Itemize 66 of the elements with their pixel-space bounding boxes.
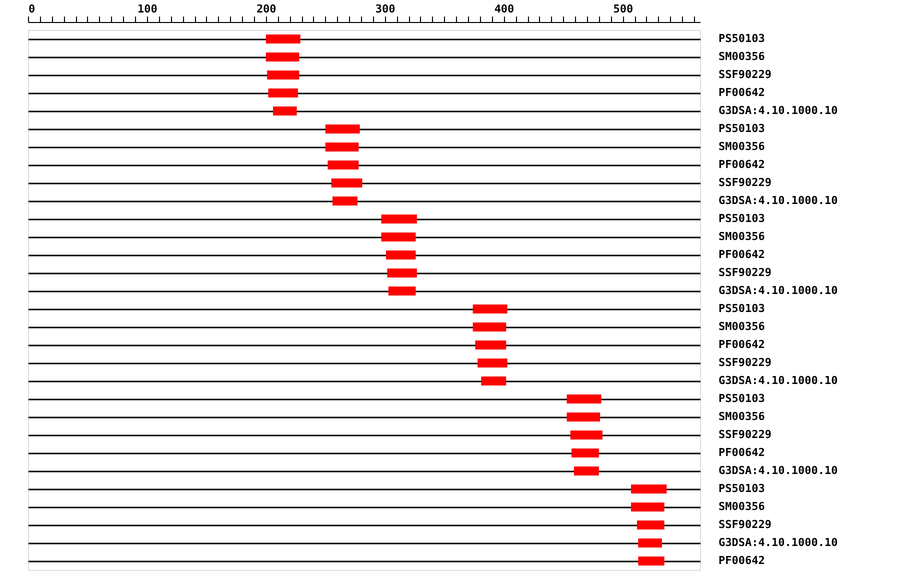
x-tick-label: 0 bbox=[28, 2, 36, 16]
y-tick-label: PF00642 bbox=[718, 248, 765, 261]
y-tick-label: PS50103 bbox=[718, 392, 765, 405]
y-tick-label: PS50103 bbox=[718, 482, 765, 495]
y-tick-label: G3DSA:4.10.1000.10 bbox=[718, 536, 838, 549]
y-tick-label: G3DSA:4.10.1000.10 bbox=[718, 194, 838, 207]
y-tick-label: PF00642 bbox=[718, 86, 765, 99]
bar bbox=[325, 142, 359, 152]
bar bbox=[266, 34, 300, 44]
bar bbox=[381, 214, 417, 224]
bar bbox=[273, 106, 297, 116]
bar bbox=[472, 322, 506, 332]
bar bbox=[325, 124, 360, 134]
y-tick-label: PF00642 bbox=[718, 554, 765, 567]
y-tick-label: G3DSA:4.10.1000.10 bbox=[718, 284, 838, 297]
bar bbox=[388, 286, 416, 296]
bar bbox=[328, 160, 359, 170]
y-tick-label: SSF90229 bbox=[718, 518, 772, 531]
bar bbox=[481, 376, 506, 386]
bar bbox=[472, 304, 508, 314]
y-tick-label: SSF90229 bbox=[718, 356, 772, 369]
bar bbox=[267, 70, 300, 80]
y-tick-label: SM00356 bbox=[718, 320, 766, 333]
bar bbox=[387, 268, 417, 278]
y-tick-label: SM00356 bbox=[718, 50, 766, 63]
y-tick-label: SM00356 bbox=[718, 410, 766, 423]
bar bbox=[332, 196, 358, 206]
bar bbox=[631, 484, 667, 494]
x-tick-label: 400 bbox=[494, 2, 514, 16]
bar bbox=[381, 232, 416, 242]
y-tick-label: PS50103 bbox=[718, 212, 765, 225]
y-tick-label: G3DSA:4.10.1000.10 bbox=[718, 104, 838, 117]
y-tick-label: SSF90229 bbox=[718, 428, 772, 441]
bar bbox=[572, 448, 599, 458]
x-tick-label: 500 bbox=[613, 2, 634, 16]
y-tick-label: G3DSA:4.10.1000.10 bbox=[718, 374, 838, 387]
y-tick-label: PF00642 bbox=[718, 446, 765, 459]
x-tick-label: 200 bbox=[256, 2, 276, 16]
y-tick-label: PF00642 bbox=[718, 158, 765, 171]
y-tick-label: PS50103 bbox=[718, 32, 765, 45]
bar bbox=[478, 358, 508, 368]
bar bbox=[570, 430, 602, 440]
x-tick-label: 300 bbox=[375, 2, 396, 16]
bar bbox=[638, 538, 662, 548]
bar bbox=[266, 52, 300, 62]
y-tick-label: SSF90229 bbox=[718, 176, 772, 189]
bar bbox=[566, 412, 600, 422]
y-tick-label: SM00356 bbox=[718, 230, 766, 243]
bar bbox=[636, 520, 664, 530]
y-tick-label: PF00642 bbox=[718, 338, 765, 351]
y-tick-label: PS50103 bbox=[718, 122, 765, 135]
y-tick-label: G3DSA:4.10.1000.10 bbox=[718, 464, 838, 477]
bar bbox=[475, 340, 506, 350]
y-tick-label: SM00356 bbox=[718, 500, 766, 513]
y-tick-label: SM00356 bbox=[718, 140, 766, 153]
bar bbox=[638, 556, 664, 566]
y-tick-label: PS50103 bbox=[718, 302, 765, 315]
y-tick-label: SSF90229 bbox=[718, 68, 772, 81]
bar bbox=[386, 250, 416, 260]
bar bbox=[574, 466, 599, 476]
bar bbox=[631, 502, 664, 512]
bar bbox=[331, 178, 362, 188]
bar bbox=[566, 394, 602, 404]
bar bbox=[268, 88, 298, 98]
x-tick-label: 100 bbox=[138, 2, 158, 16]
y-tick-label: SSF90229 bbox=[718, 266, 772, 279]
